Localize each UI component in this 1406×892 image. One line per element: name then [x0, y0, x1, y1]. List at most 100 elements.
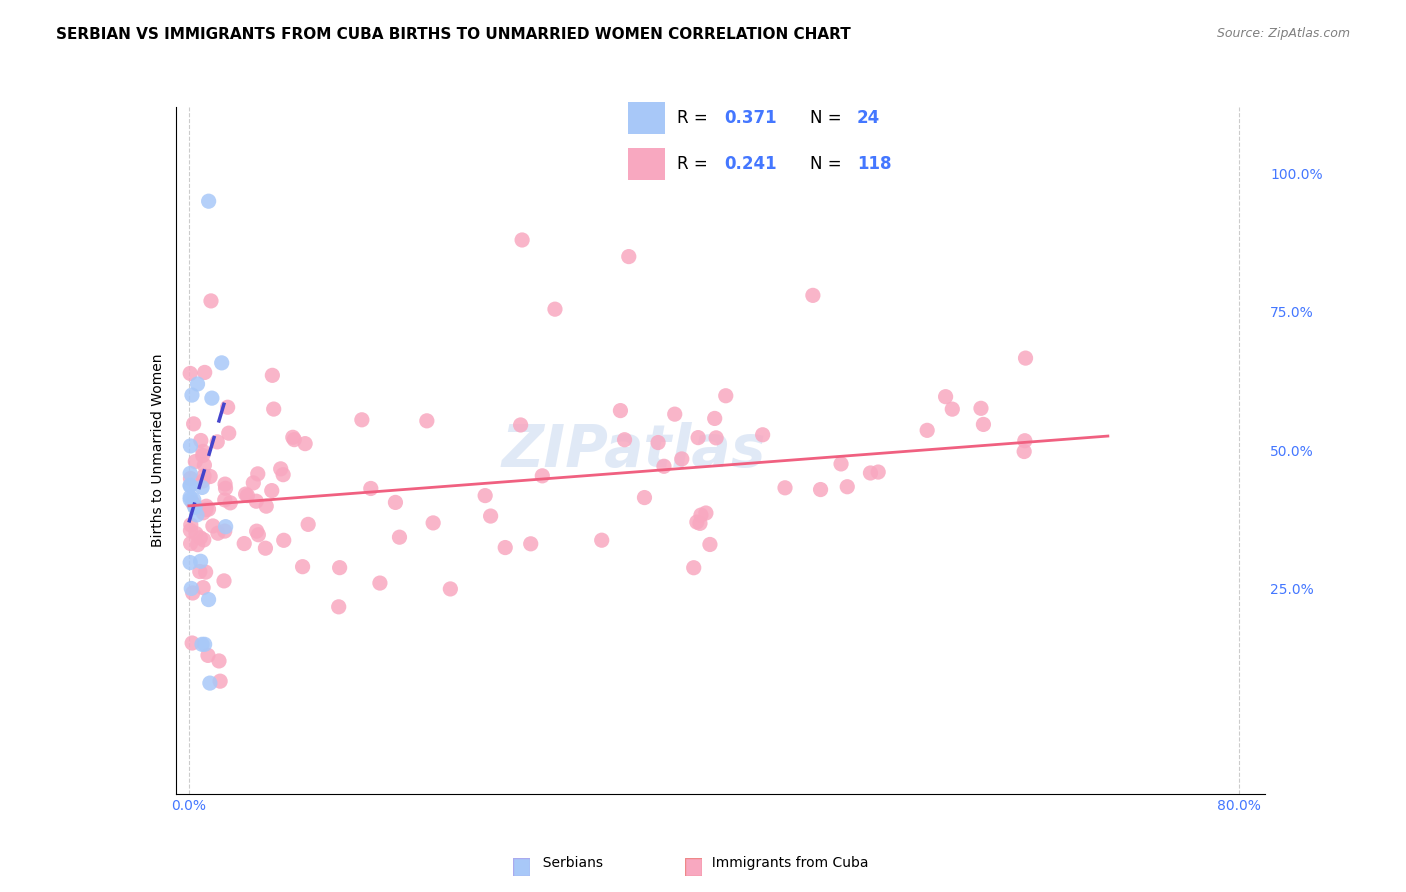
Point — [179, 490, 201, 504]
Point — [859, 466, 882, 480]
Point — [271, 467, 294, 482]
Point — [263, 402, 285, 417]
Point — [260, 483, 283, 498]
Point — [689, 516, 711, 531]
Point — [388, 530, 411, 544]
Point — [214, 524, 236, 538]
Text: 0.241: 0.241 — [724, 155, 776, 173]
Point — [191, 581, 214, 595]
Point — [193, 506, 215, 520]
Point — [209, 674, 232, 689]
Point — [647, 435, 669, 450]
Point — [935, 390, 957, 404]
Point — [970, 401, 993, 416]
Point — [281, 430, 304, 444]
Point — [197, 502, 219, 516]
Point — [233, 536, 256, 550]
Point — [941, 402, 963, 417]
Point — [212, 574, 235, 588]
Point — [183, 417, 205, 431]
Bar — [628, 148, 665, 180]
Point — [297, 517, 319, 532]
Point — [214, 492, 236, 507]
Text: Source: ZipAtlas.com: Source: ZipAtlas.com — [1216, 27, 1350, 40]
Point — [671, 451, 693, 466]
Point — [509, 417, 531, 432]
Point — [214, 481, 236, 495]
Point — [186, 508, 208, 522]
Point — [283, 433, 305, 447]
Point — [235, 487, 257, 501]
Point — [633, 491, 655, 505]
Point — [211, 356, 233, 370]
Point — [544, 302, 567, 317]
Point — [195, 500, 218, 514]
Point — [187, 538, 209, 552]
Point — [837, 480, 859, 494]
Text: N =: N = — [810, 155, 848, 173]
Point — [510, 233, 533, 247]
Point — [751, 427, 773, 442]
Point — [194, 637, 217, 651]
Point — [198, 676, 221, 690]
Point — [830, 457, 852, 471]
Point — [179, 556, 201, 570]
Point — [915, 423, 938, 437]
Point — [179, 367, 201, 381]
Point — [193, 468, 215, 483]
Point — [682, 560, 704, 574]
Text: 24: 24 — [856, 109, 880, 127]
Point — [416, 414, 439, 428]
Point — [179, 492, 201, 507]
Point — [591, 533, 613, 548]
Point — [208, 654, 231, 668]
Point — [247, 527, 270, 541]
Point — [190, 554, 212, 568]
Point — [294, 436, 316, 450]
Point — [184, 500, 207, 515]
Point — [531, 468, 554, 483]
Point — [1014, 351, 1036, 365]
Point — [262, 368, 284, 383]
Point — [652, 459, 675, 474]
Text: 118: 118 — [856, 155, 891, 173]
Point — [181, 388, 204, 402]
Text: 0.371: 0.371 — [724, 109, 776, 127]
Point — [704, 431, 727, 445]
Point — [188, 531, 211, 545]
Point — [609, 403, 631, 417]
Point — [368, 576, 391, 591]
Point — [183, 492, 205, 507]
Point — [184, 526, 207, 541]
Point — [180, 582, 202, 596]
Point — [179, 524, 201, 538]
Point — [479, 509, 502, 524]
Point — [198, 469, 221, 483]
Point — [184, 454, 207, 468]
Point — [207, 434, 229, 449]
Point — [246, 524, 269, 538]
Point — [180, 517, 202, 532]
Point — [180, 536, 202, 550]
Point — [695, 506, 717, 520]
Point — [329, 560, 352, 574]
Text: ZIPatlas: ZIPatlas — [501, 422, 766, 479]
Point — [191, 474, 214, 488]
Point — [181, 586, 204, 600]
Point — [186, 376, 208, 391]
Point — [194, 366, 217, 380]
Point — [191, 449, 214, 463]
Point — [868, 465, 890, 479]
Point — [201, 391, 224, 405]
Point — [474, 489, 496, 503]
Point — [197, 648, 219, 663]
Point — [801, 288, 824, 302]
Point — [270, 462, 292, 476]
Point — [190, 434, 212, 448]
Point — [179, 439, 201, 453]
Point — [810, 483, 832, 497]
Text: N =: N = — [810, 109, 848, 127]
Text: SERBIAN VS IMMIGRANTS FROM CUBA BIRTHS TO UNMARRIED WOMEN CORRELATION CHART: SERBIAN VS IMMIGRANTS FROM CUBA BIRTHS T… — [56, 27, 851, 42]
Point — [191, 444, 214, 458]
Point — [384, 495, 406, 509]
